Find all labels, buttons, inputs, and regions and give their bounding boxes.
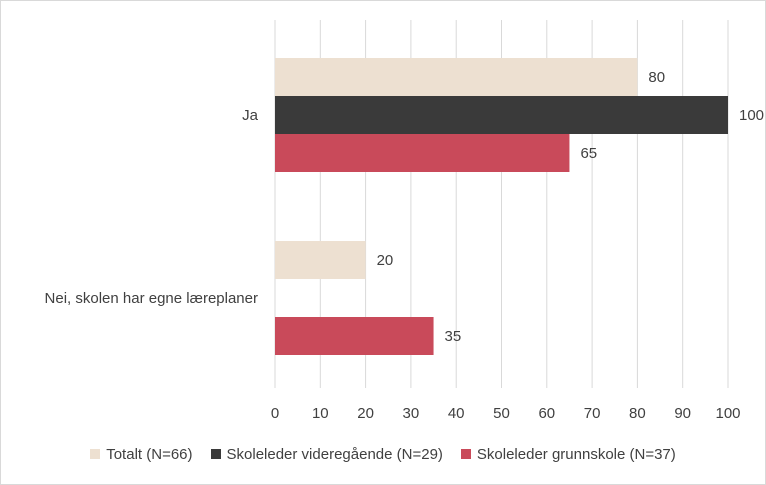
- bar-2-1: [275, 317, 434, 355]
- category-label: Nei, skolen har egne læreplaner: [45, 290, 258, 307]
- x-tick-label: 90: [674, 405, 691, 422]
- x-tick-label: 100: [715, 405, 740, 422]
- x-tick-label: 40: [448, 405, 465, 422]
- x-tick-label: 20: [357, 405, 374, 422]
- legend-swatch: [90, 449, 101, 459]
- legend-swatch: [210, 449, 221, 459]
- data-label: 100: [739, 107, 764, 124]
- chart-legend: Totalt (N=66) Skoleleder videregående (N=…: [0, 440, 766, 468]
- x-tick-label: 10: [312, 405, 329, 422]
- x-tick-label: 80: [629, 405, 646, 422]
- data-label: 20: [377, 252, 394, 269]
- legend-swatch: [460, 449, 471, 459]
- x-tick-label: 30: [403, 405, 420, 422]
- legend-label: Totalt (N=66): [106, 445, 193, 463]
- bar-1-0: [275, 96, 728, 134]
- data-label: 65: [580, 145, 597, 162]
- bar-0-0: [275, 58, 638, 96]
- x-tick-label: 60: [538, 405, 555, 422]
- legend-item: Skoleleder grunnskole (N=37): [460, 445, 676, 463]
- legend-item: Totalt (N=66): [90, 445, 193, 463]
- x-tick-label: 70: [584, 405, 601, 422]
- x-tick-label: 0: [271, 405, 279, 422]
- data-label: 35: [445, 328, 462, 345]
- legend-item: Skoleleder videregående (N=29): [210, 445, 443, 463]
- data-label: 80: [648, 69, 665, 86]
- legend-label: Skoleleder grunnskole (N=37): [476, 445, 676, 463]
- category-label: Ja: [242, 107, 259, 124]
- legend-label: Skoleleder videregående (N=29): [226, 445, 443, 463]
- bar-0-1: [275, 241, 366, 279]
- bar-chart: 0 10 20 30 40 50 60 70 80 90 100 Ja Nei, skolen har …: [45, 20, 764, 422]
- bar-2-0: [275, 134, 570, 172]
- x-tick-label: 50: [493, 405, 510, 422]
